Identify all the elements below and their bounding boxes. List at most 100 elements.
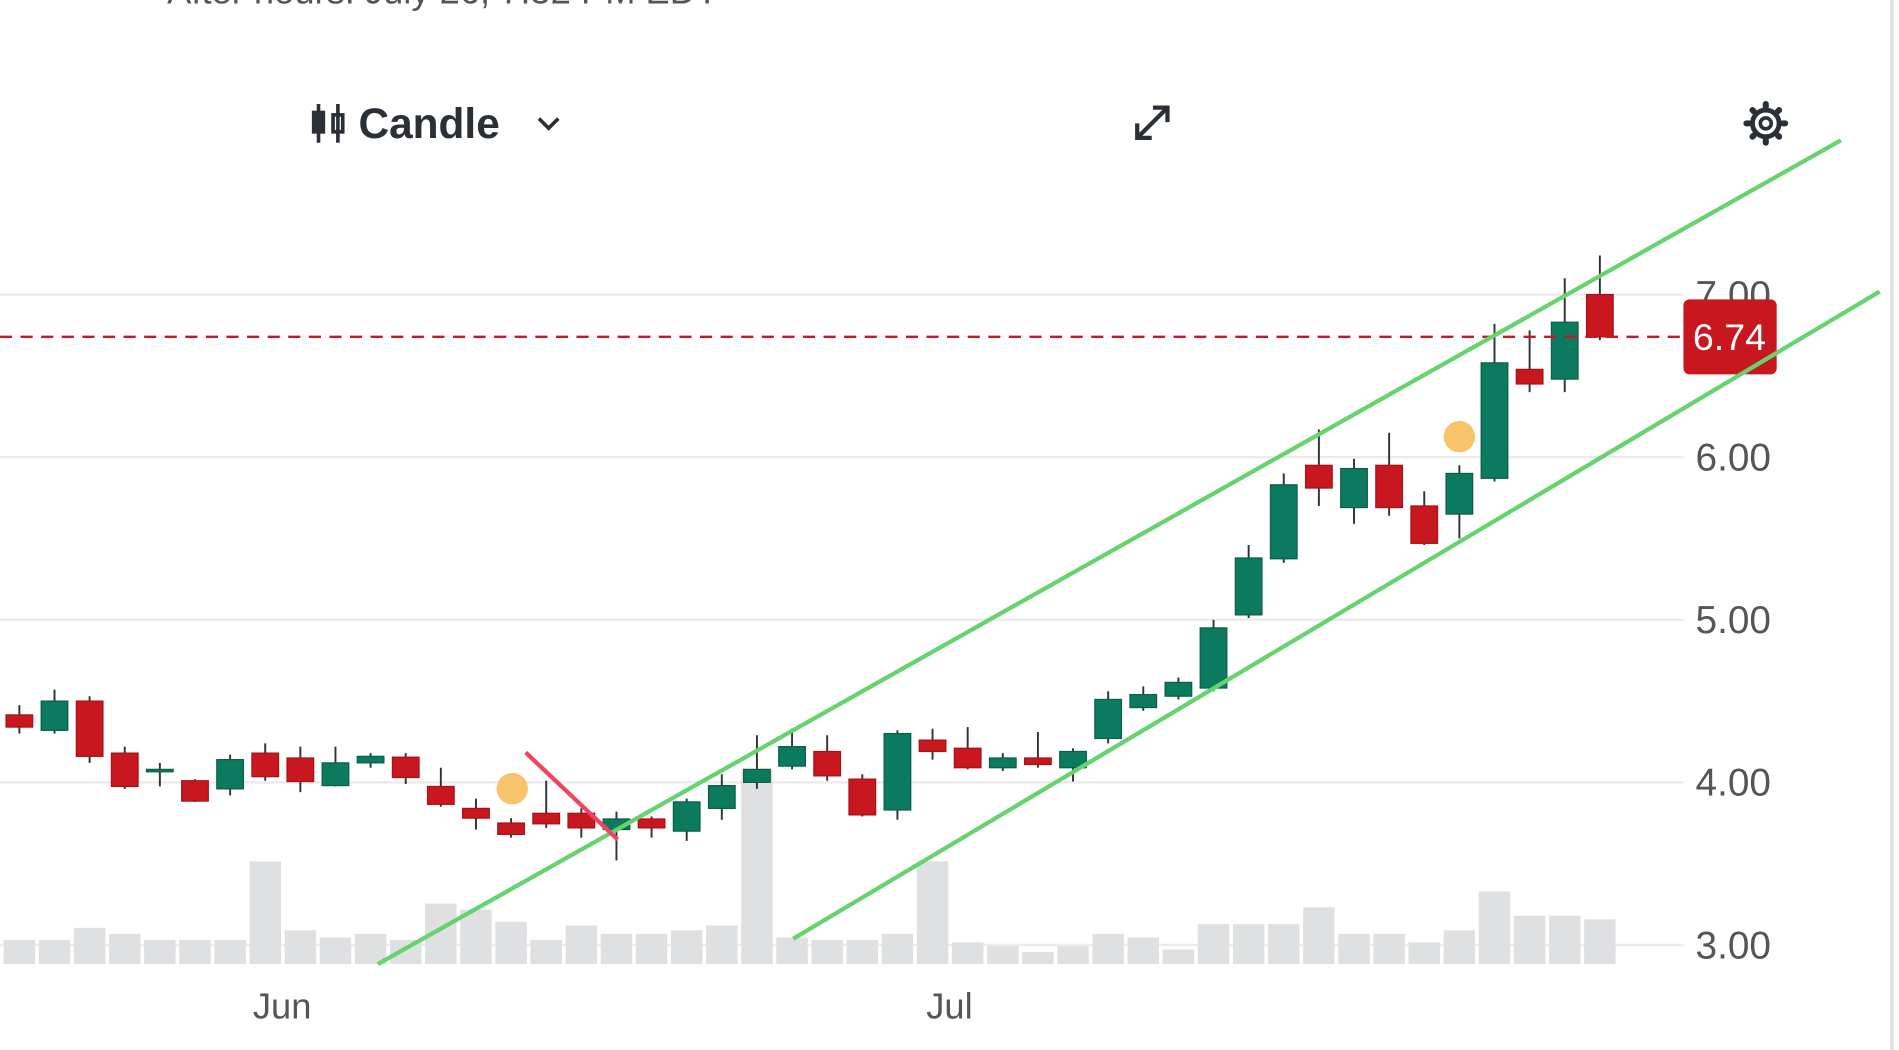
volume-bar [635,933,668,965]
volume-bar [1232,924,1265,965]
volume-bar [916,861,949,965]
candle-icon [311,104,345,143]
volume-bar [1303,907,1335,965]
candle-body [1059,750,1087,769]
volume-bar [951,942,984,965]
candle-body [1480,362,1509,479]
candle-body [5,714,34,728]
volume-bar [1478,891,1511,965]
candle-body [637,818,666,829]
volume-bar [670,930,703,965]
candle-body [1129,693,1158,709]
settings-button[interactable] [1743,101,1789,146]
volume-bar [73,927,106,965]
volume-bar [1127,937,1160,965]
volume-bar [1338,933,1370,965]
volume-bar [249,861,281,965]
candle-body [1340,467,1368,509]
volume-bar [1548,915,1581,965]
candle-body [321,762,350,787]
candle-body [532,812,561,825]
y-tick-label: 5.00 [1696,599,1771,642]
chart-style-dropdown[interactable]: Candle [311,100,560,147]
trend-line [792,289,1881,941]
candle-body [918,739,947,753]
candle-body [426,785,455,805]
candle-body [216,759,245,790]
volume-bar [1022,952,1054,965]
volume-bar [811,939,843,965]
candle-body [988,757,1017,769]
volume-bar [1373,933,1405,965]
candle-body [743,768,771,783]
volume-bar [600,933,633,965]
candle-body [1234,557,1263,616]
event-marker[interactable] [1443,420,1476,453]
volume-bar [1584,919,1616,965]
volume-bar [1513,915,1546,965]
candle-body [1164,681,1193,697]
volume-bar [565,925,598,965]
volume-bar [495,921,527,965]
volume-bar [354,933,387,965]
volume-bar [319,937,352,965]
candle-body [75,700,104,757]
candle-body [145,768,174,773]
candle-body [251,752,280,778]
volume-bar [706,925,738,965]
volume-bar [284,930,317,965]
volume-bar [1092,933,1124,965]
candle-body [1410,505,1439,544]
expand-button[interactable] [1135,105,1170,141]
candle-body [707,785,736,809]
chevron-icon [537,117,560,131]
candle-body [1550,321,1579,380]
candle-body [1023,757,1052,766]
candle-body [462,807,490,819]
candle-body [110,752,139,788]
trend-line [524,750,620,842]
volume-bar [1268,924,1300,965]
candle-body [883,732,912,811]
candle-body [1304,464,1333,489]
current-price-label: 6.74 [1693,316,1766,358]
candle-body [1375,464,1404,509]
volume-bar [179,939,211,965]
chart-style-label[interactable]: Candle [358,100,499,147]
candle-body [813,750,842,777]
event-marker[interactable] [496,772,529,805]
y-tick-label: 6.00 [1696,436,1771,479]
candle-body [778,745,806,767]
drawings [376,138,1881,966]
volume-bar [1443,930,1476,965]
candle-body [40,700,69,731]
volume-bar [3,939,36,965]
candle-body [181,780,209,802]
volume-bar [1197,924,1230,965]
candle-body [672,801,701,832]
volume-bar [38,939,71,965]
candle-body [391,756,420,779]
x-tick-label: Jul [926,986,972,1027]
volume-bar [881,933,914,965]
candle-body [848,778,877,816]
volume-bar [1057,945,1089,965]
candle-body [1199,627,1228,689]
volume-bar [144,939,176,965]
volume-bar [846,939,879,965]
volume-bar [530,939,562,965]
volume-bar [776,937,808,965]
volume-bar [1162,949,1195,965]
candle-body [1585,293,1614,338]
current-price-tag [1683,299,1777,375]
candle-body [1445,472,1474,515]
x-tick-label: Jun [253,986,312,1027]
volume-bar [987,945,1019,965]
volume-bar [741,770,773,965]
y-tick-label: 3.00 [1696,924,1771,967]
candle-body [1269,484,1298,560]
after-hours-status: After hours: July 26, 7:52 PM EDT [167,0,718,12]
